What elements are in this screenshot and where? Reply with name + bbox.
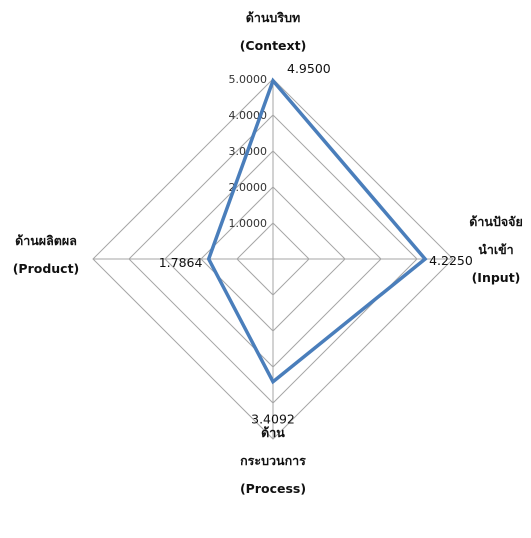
- tick-label: 5.0000: [229, 73, 268, 86]
- data-label: 4.9500: [287, 61, 331, 76]
- axis-label: ด้านผลิตผล(Product): [13, 233, 80, 276]
- axis-labels: ด้านบริบท(Context) ด้านปัจจัยนำเข้า(Input…: [13, 10, 523, 496]
- axis-label: ด้านบริบท(Context): [240, 10, 307, 53]
- tick-label: 1.0000: [229, 217, 268, 230]
- spoke-layer: [93, 79, 453, 439]
- series-line: [206, 77, 428, 385]
- data-labels: 4.9500 4.2250 3.4092 1.7864: [159, 61, 473, 427]
- axis-label: ด้านกระบวนการ(Process): [240, 425, 306, 496]
- tick-label: 4.0000: [229, 109, 268, 122]
- data-label: 1.7864: [159, 255, 203, 270]
- data-label: 4.2250: [429, 253, 473, 268]
- tick-label: 2.0000: [229, 181, 268, 194]
- data-label: 3.4092: [251, 412, 295, 427]
- axis-label: ด้านปัจจัยนำเข้า(Input): [469, 214, 523, 285]
- series-layer: [206, 77, 428, 385]
